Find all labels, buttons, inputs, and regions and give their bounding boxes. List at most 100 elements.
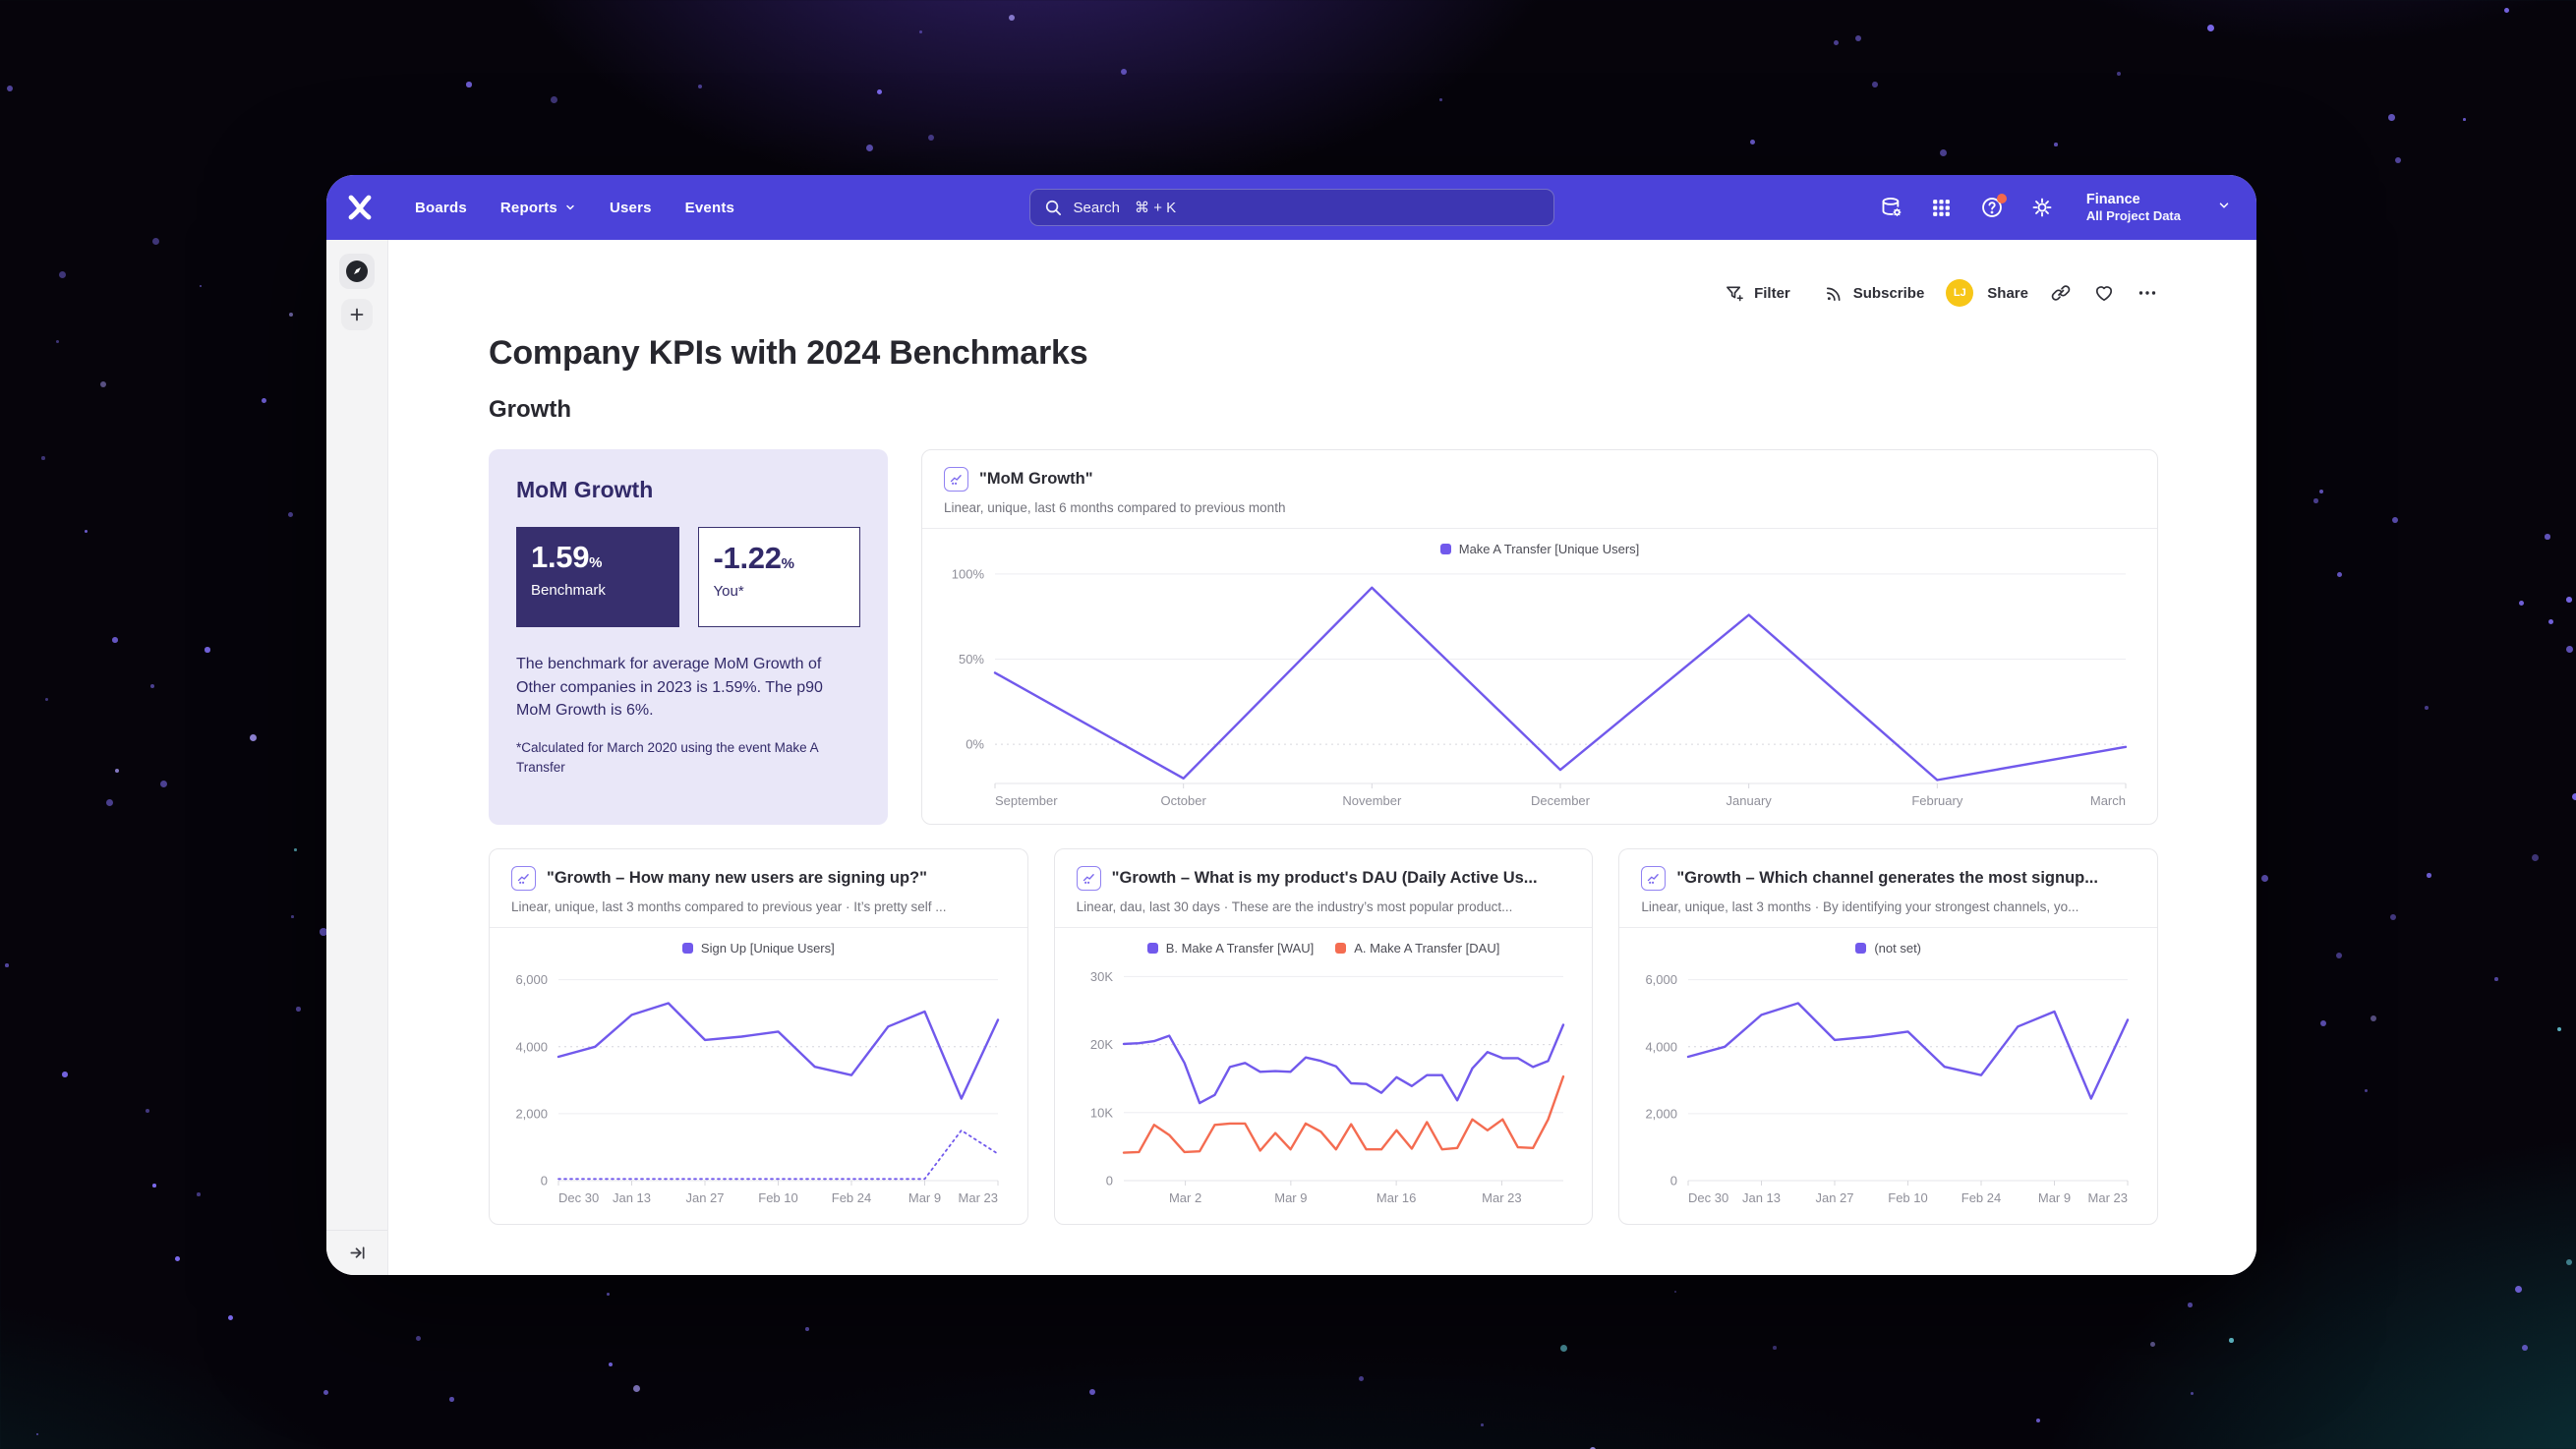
chart-legend: Sign Up [Unique Users] [490,928,1027,958]
star-dot [45,698,48,701]
nav-item-reports[interactable]: Reports [500,200,576,216]
add-board-button[interactable] [341,299,373,330]
chart-legend: (not set) [1619,928,2157,958]
star-dot [2188,1303,2193,1307]
star-dot [2548,619,2554,625]
svg-text:March: March [2090,793,2126,808]
svg-text:100%: 100% [952,566,985,581]
search-input[interactable]: Search ⌘ + K [1028,189,1554,226]
legend-item[interactable]: (not set) [1855,941,1921,956]
star-dot [289,313,294,318]
dau-line-chart[interactable]: 30K 20K 10K 0 Mar 2 Mar 9 Mar 16 Mar 23 [1075,958,1573,1210]
star-dot [2054,143,2058,146]
star-dot [56,340,60,344]
you-value-box: -1.22% You* [697,527,860,627]
star-dot [323,1390,329,1396]
nav-item-users[interactable]: Users [610,200,652,216]
legend-item[interactable]: Sign Up [Unique Users] [681,941,835,956]
chart-card-dau: "Growth – What is my product's DAU (Dail… [1053,848,1594,1225]
channels-line-chart[interactable]: 6,000 4,000 2,000 0 Dec 30 Jan 13 Jan 27 Feb 10… [1639,958,2137,1210]
card-header: "MoM Growth" Linear, unique, last 6 mont… [922,450,2157,529]
settings-gear-icon[interactable] [2030,196,2054,219]
star-dot [262,398,266,403]
star-dot [1750,140,1756,145]
svg-text:2,000: 2,000 [1646,1106,1678,1121]
subscribe-button[interactable]: Subscribe [1824,283,1924,304]
legend-item[interactable]: Make A Transfer [Unique Users] [1439,542,1640,556]
filter-icon [1727,285,1743,301]
data-management-icon[interactable] [1880,196,1903,219]
row-growth-bottom: "Growth – How many new users are signing… [489,848,2159,1225]
legend-item[interactable]: B. Make A Transfer [WAU] [1146,941,1314,956]
line-chart-icon [511,866,536,891]
star-dot [228,1315,233,1320]
star-dot [928,135,934,141]
star-dot [919,30,922,33]
legend-label: Make A Transfer [Unique Users] [1458,542,1640,556]
project-chevron-down-icon[interactable] [2217,199,2231,217]
star-dot [146,1109,150,1114]
star-dot [1834,40,1840,46]
mom-growth-line-chart[interactable]: 100% 50% 0% September October November Decembe… [944,559,2136,813]
legend-swatch [681,943,693,954]
project-switcher[interactable]: Finance All Project Data [2086,191,2181,224]
chevron-down-icon [566,204,574,210]
star-dot [197,1192,201,1196]
ellipsis-icon [2138,291,2156,295]
signups-line-chart[interactable]: 6,000 4,000 2,000 0 Dec 30 Jan 13 Jan 27 Feb 10… [509,958,1008,1210]
line-chart-icon [1076,866,1101,891]
favorite-button[interactable] [2093,282,2115,304]
svg-text:Jan 27: Jan 27 [685,1190,724,1205]
star-dot [62,1072,68,1077]
card-title[interactable]: "Growth – What is my product's DAU (Dail… [1111,869,1538,887]
explore-button[interactable] [339,254,375,289]
nav-item-boards[interactable]: Boards [415,200,467,216]
star-dot [205,647,210,653]
star-dot [2117,72,2122,77]
card-header: "Growth – Which channel generates the mo… [1619,849,2158,928]
expand-sidebar-button[interactable] [326,1230,387,1275]
more-options-button[interactable] [2137,282,2158,304]
star-dot [2036,1419,2040,1422]
app-body: Filter Subscribe LJ Share [326,240,2256,1275]
star-dot [200,285,203,288]
card-title[interactable]: "MoM Growth" [979,470,1093,488]
share-button[interactable]: Share [1987,285,2028,302]
star-dot [1872,82,1878,87]
star-dot [288,512,294,518]
nav-item-events[interactable]: Events [685,200,734,216]
svg-text:2,000: 2,000 [515,1106,548,1121]
star-dot [59,271,67,279]
card-subtitle: Linear, dau, last 30 days · These are th… [1076,899,1513,914]
legend-swatch [1439,544,1451,554]
card-title[interactable]: "Growth – How many new users are signing… [547,869,927,887]
star-dot [2566,1259,2573,1266]
star-dot [2545,534,2550,540]
copy-link-button[interactable] [2050,282,2072,304]
star-dot [5,963,9,967]
legend-item[interactable]: A. Make A Transfer [DAU] [1335,941,1499,956]
star-dot [1439,98,1442,101]
star-dot [296,1007,301,1012]
star-dot [2395,157,2401,163]
star-dot [2207,25,2215,32]
top-nav: Boards Reports Users Events Search ⌘ + K [326,175,2256,240]
star-dot [2572,793,2576,801]
filter-button[interactable]: Filter [1725,283,1790,304]
help-icon[interactable] [1980,194,2007,219]
legend-swatch [1855,943,1867,954]
card-title[interactable]: "Growth – Which channel generates the mo… [1676,869,2098,887]
avatar[interactable]: LJ [1946,279,1974,307]
star-dot [609,1362,613,1366]
benchmark-card[interactable]: MoM Growth 1.59% Benchmark -1.22% You* T… [489,449,888,825]
mixpanel-logo-icon[interactable] [344,192,376,223]
star-dot [1089,1389,1096,1396]
apps-grid-icon[interactable] [1930,196,1954,219]
star-dot [2313,498,2318,503]
star-dot [1359,1376,1364,1381]
board-content: Filter Subscribe LJ Share [388,240,2256,1275]
nav-item-label: Boards [415,199,467,216]
svg-text:Feb 10: Feb 10 [1889,1190,1928,1205]
star-dot [250,734,258,742]
chart-card-signups: "Growth – How many new users are signing… [489,848,1028,1225]
